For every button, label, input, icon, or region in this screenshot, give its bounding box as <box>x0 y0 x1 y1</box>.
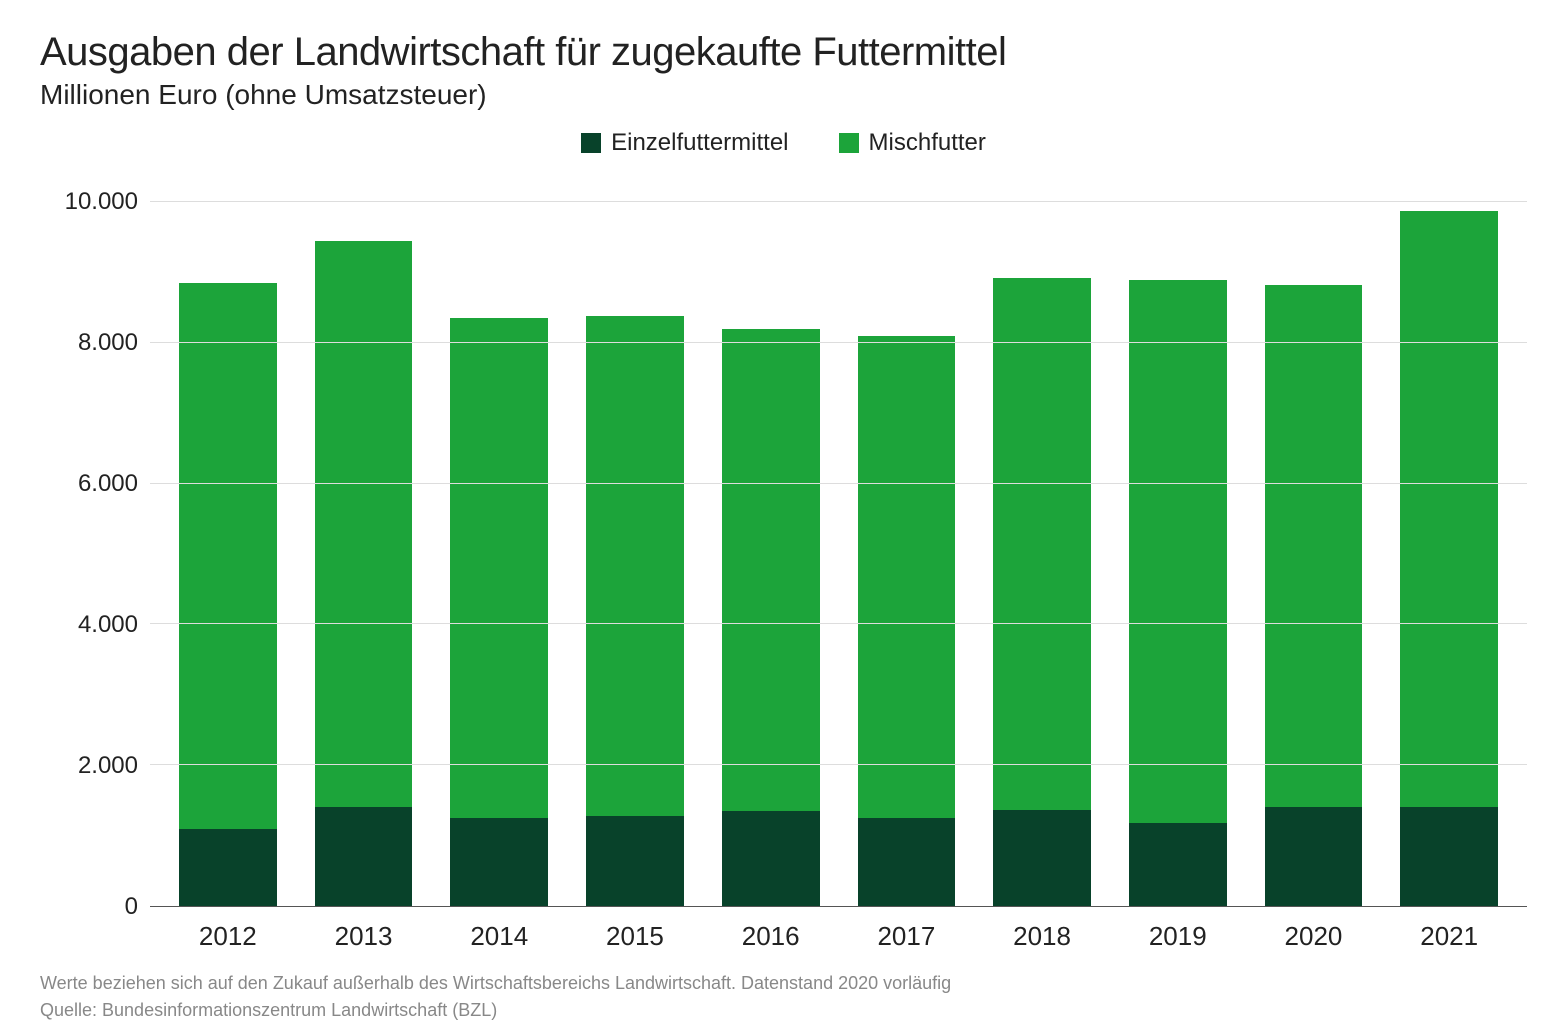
bar-slot <box>567 167 703 906</box>
bar <box>858 336 956 906</box>
x-tick-label: 2021 <box>1381 921 1517 952</box>
bar-segment-misch <box>179 283 277 828</box>
bar <box>993 278 1091 906</box>
y-tick-label: 0 <box>38 893 138 921</box>
x-tick-label: 2019 <box>1110 921 1246 952</box>
footnotes: Werte beziehen sich auf den Zukauf außer… <box>40 970 1527 1024</box>
bar-segment-einzel <box>586 816 684 906</box>
bar-segment-misch <box>858 336 956 818</box>
x-tick-label: 2015 <box>567 921 703 952</box>
bar-segment-einzel <box>722 811 820 906</box>
y-tick-label: 6.000 <box>38 470 138 498</box>
gridline <box>150 342 1527 343</box>
bar-segment-einzel <box>1400 807 1498 906</box>
bar-segment-misch <box>993 278 1091 809</box>
bar <box>1400 211 1498 906</box>
gridline <box>150 201 1527 202</box>
y-axis: 02.0004.0006.0008.00010.000 <box>40 167 150 907</box>
bar-slot <box>839 167 975 906</box>
y-tick-label: 4.000 <box>38 611 138 639</box>
y-tick-label: 10.000 <box>38 188 138 216</box>
bar <box>586 316 684 906</box>
bar <box>450 318 548 906</box>
footnote-line: Werte beziehen sich auf den Zukauf außer… <box>40 970 1527 997</box>
legend-label: Mischfutter <box>869 129 986 157</box>
chart-area: 02.0004.0006.0008.00010.000 <box>40 167 1527 907</box>
bar-segment-einzel <box>1129 823 1227 906</box>
bar-segment-misch <box>586 316 684 816</box>
x-axis-labels: 2012201320142015201620172018201920202021 <box>150 921 1527 952</box>
bar-segment-einzel <box>858 818 956 906</box>
legend-label: Einzelfuttermittel <box>611 129 788 157</box>
x-tick-label: 2018 <box>974 921 1110 952</box>
x-tick-label: 2014 <box>431 921 567 952</box>
chart-subtitle: Millionen Euro (ohne Umsatzsteuer) <box>40 79 1527 111</box>
bar-slot <box>974 167 1110 906</box>
bar-segment-einzel <box>315 807 413 906</box>
gridline <box>150 483 1527 484</box>
bar-slot <box>1246 167 1382 906</box>
bar-segment-einzel <box>1265 807 1363 906</box>
bar-slot <box>160 167 296 906</box>
bar-slot <box>703 167 839 906</box>
legend-swatch <box>581 133 601 153</box>
bar-segment-misch <box>450 318 548 818</box>
bar <box>722 329 820 906</box>
bar-slot <box>1381 167 1517 906</box>
bar <box>315 241 413 906</box>
gridline <box>150 764 1527 765</box>
bar <box>179 283 277 906</box>
x-tick-label: 2013 <box>296 921 432 952</box>
legend-item: Einzelfuttermittel <box>581 129 788 157</box>
bar-segment-misch <box>722 329 820 811</box>
chart-title: Ausgaben der Landwirtschaft für zugekauf… <box>40 30 1527 75</box>
bar-slot <box>1110 167 1246 906</box>
bar-segment-einzel <box>993 810 1091 906</box>
legend-swatch <box>839 133 859 153</box>
y-tick-label: 8.000 <box>38 329 138 357</box>
x-tick-label: 2012 <box>160 921 296 952</box>
plot-area <box>150 167 1527 907</box>
y-tick-label: 2.000 <box>38 752 138 780</box>
bar-segment-misch <box>1265 285 1363 807</box>
bar <box>1265 285 1363 906</box>
bar-segment-einzel <box>450 818 548 906</box>
bar-slot <box>296 167 432 906</box>
bar <box>1129 280 1227 906</box>
bar-segment-misch <box>1129 280 1227 823</box>
x-tick-label: 2016 <box>703 921 839 952</box>
bar-segment-misch <box>1400 211 1498 807</box>
bar-slot <box>431 167 567 906</box>
x-tick-label: 2020 <box>1246 921 1382 952</box>
x-tick-label: 2017 <box>839 921 975 952</box>
bar-segment-misch <box>315 241 413 808</box>
bar-segment-einzel <box>179 829 277 906</box>
gridline <box>150 623 1527 624</box>
legend-item: Mischfutter <box>839 129 986 157</box>
footnote-line: Quelle: Bundesinformationszentrum Landwi… <box>40 997 1527 1024</box>
legend: Einzelfuttermittel Mischfutter <box>40 129 1527 157</box>
